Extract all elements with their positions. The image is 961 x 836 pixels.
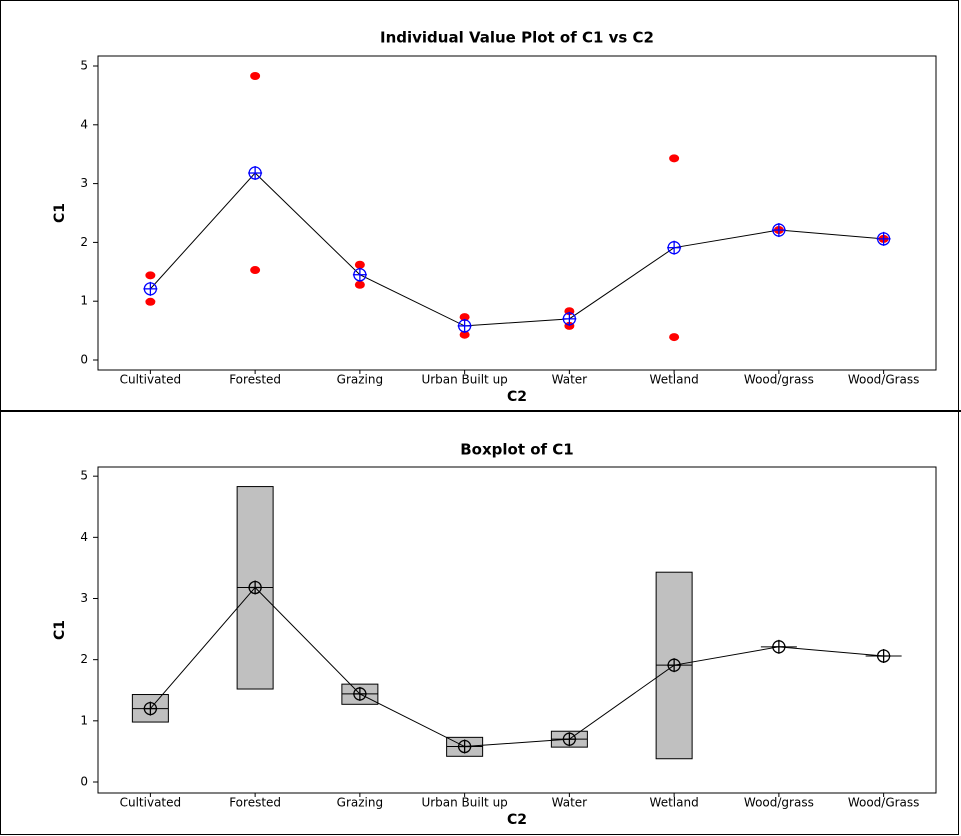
- y-tick-label: 0: [80, 353, 88, 367]
- mean-marker: [667, 240, 682, 255]
- data-point: [669, 333, 680, 342]
- x-tick-label: Water: [552, 796, 588, 810]
- x-tick-label: Wood/Grass: [848, 373, 920, 387]
- x-tick-label: Wood/Grass: [848, 796, 920, 810]
- x-tick-label: Wood/grass: [744, 373, 814, 387]
- data-point: [459, 313, 470, 322]
- data-point: [250, 71, 261, 80]
- x-tick-label: Water: [552, 373, 588, 387]
- plot-area: [97, 466, 937, 794]
- mean-marker: [457, 739, 472, 754]
- x-tick-label: Grazing: [337, 796, 383, 810]
- x-tick-label: Wetland: [650, 373, 699, 387]
- y-tick-label: 0: [80, 774, 88, 788]
- x-tick-label: Wetland: [650, 796, 699, 810]
- mean-marker: [771, 639, 786, 654]
- x-tick-label: Wood/grass: [744, 796, 814, 810]
- mean-marker: [876, 231, 891, 246]
- chart-title: Individual Value Plot of C1 vs C2: [380, 29, 654, 47]
- y-tick-label: 1: [80, 713, 88, 727]
- y-tick-label: 3: [80, 591, 88, 605]
- x-tick-label: Grazing: [337, 373, 383, 387]
- mean-marker: [457, 318, 472, 333]
- mean-marker: [562, 311, 577, 326]
- y-tick-label: 2: [80, 235, 88, 249]
- data-point: [354, 260, 365, 269]
- y-tick-label: 5: [80, 469, 88, 483]
- mean-marker: [143, 701, 158, 716]
- mean-marker: [143, 281, 158, 296]
- x-tick-label: Forested: [229, 796, 281, 810]
- mean-marker: [248, 580, 263, 595]
- mean-line: [150, 172, 884, 327]
- x-tick-label: Cultivated: [120, 373, 182, 387]
- mean-marker: [352, 686, 367, 701]
- mean-marker: [352, 267, 367, 282]
- y-tick-label: 4: [80, 117, 88, 131]
- mean-marker: [248, 166, 263, 181]
- mean-marker: [876, 648, 891, 663]
- chart-title: Boxplot of C1: [460, 441, 574, 459]
- x-axis-label: C2: [507, 389, 527, 405]
- y-tick-label: 2: [80, 652, 88, 666]
- data-point: [354, 280, 365, 289]
- y-tick-label: 4: [80, 530, 88, 544]
- x-tick-label: Urban Built up: [421, 796, 507, 810]
- data-point: [145, 271, 156, 280]
- mean-marker: [562, 732, 577, 747]
- data-point: [669, 154, 680, 163]
- y-tick-label: 5: [80, 58, 88, 72]
- plot-area: [97, 55, 937, 371]
- y-tick-label: 3: [80, 176, 88, 190]
- mean-marker: [667, 658, 682, 673]
- y-tick-label: 1: [80, 294, 88, 308]
- y-axis-label: C1: [52, 203, 68, 223]
- y-axis-label: C1: [52, 620, 68, 640]
- data-point: [145, 297, 156, 306]
- x-axis-label: C2: [507, 812, 527, 828]
- x-tick-label: Cultivated: [120, 796, 182, 810]
- mean-marker: [771, 223, 786, 238]
- x-tick-label: Urban Built up: [421, 373, 507, 387]
- data-point: [459, 330, 470, 339]
- x-tick-label: Forested: [229, 373, 281, 387]
- mean-line: [149, 586, 884, 748]
- data-point: [250, 266, 261, 275]
